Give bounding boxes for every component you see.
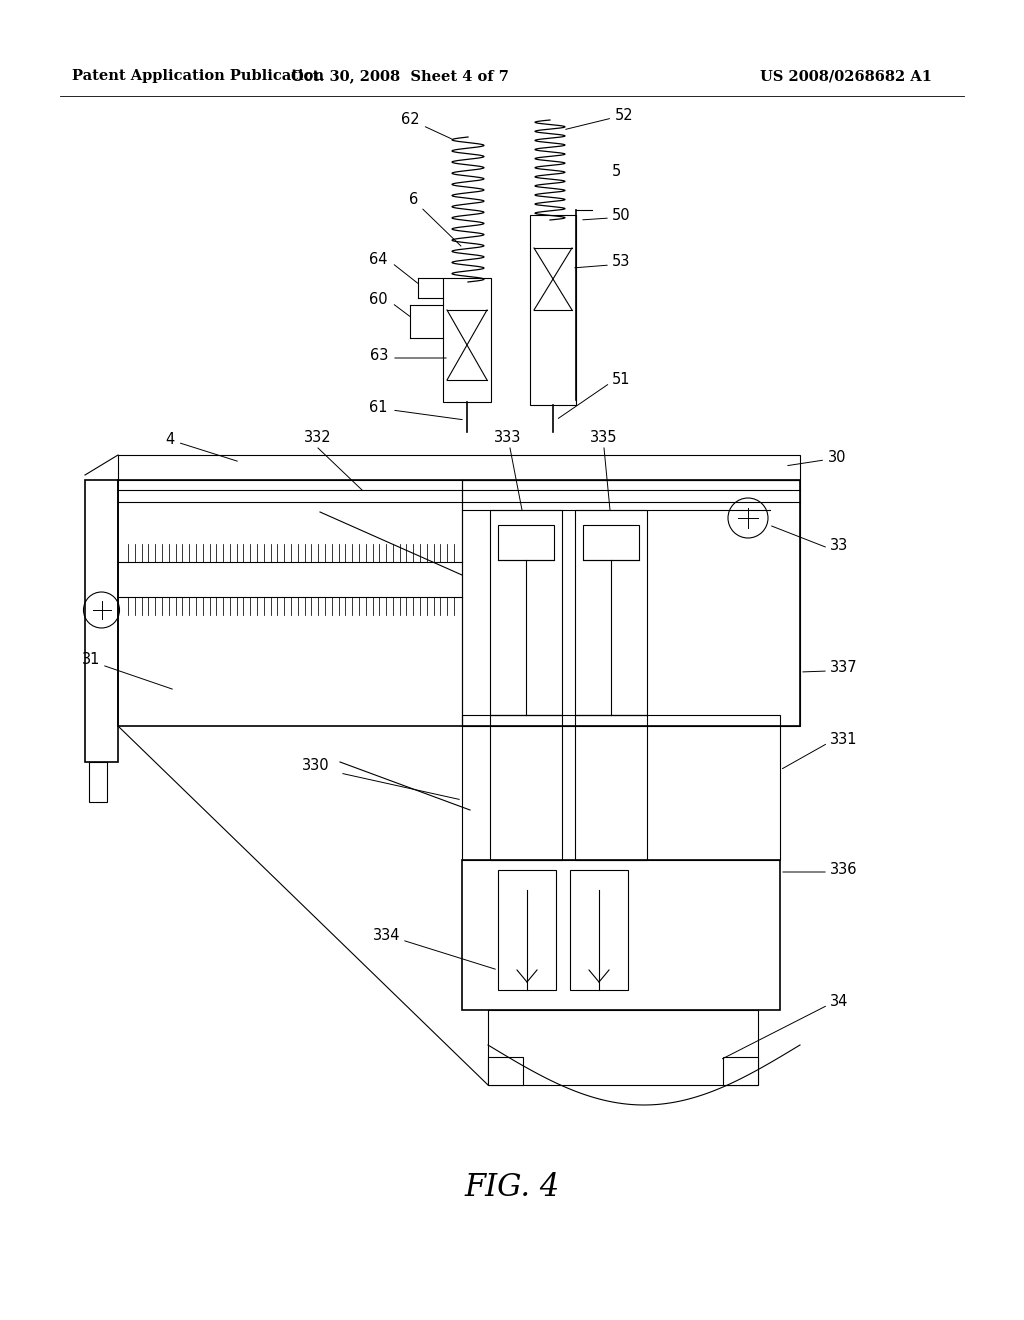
Bar xyxy=(570,870,628,990)
Bar xyxy=(443,279,490,403)
Bar xyxy=(490,715,562,861)
Bar xyxy=(118,455,800,480)
Text: 334: 334 xyxy=(373,928,400,944)
Text: 33: 33 xyxy=(830,537,848,553)
Text: FIG. 4: FIG. 4 xyxy=(464,1172,560,1204)
Text: 333: 333 xyxy=(495,429,521,445)
Bar xyxy=(85,480,118,762)
Text: US 2008/0268682 A1: US 2008/0268682 A1 xyxy=(760,69,932,83)
Bar xyxy=(462,480,800,726)
Bar xyxy=(490,510,562,715)
Text: 50: 50 xyxy=(612,207,631,223)
Text: 336: 336 xyxy=(830,862,857,878)
Text: 62: 62 xyxy=(401,112,452,139)
Text: Patent Application Publication: Patent Application Publication xyxy=(72,69,324,83)
Text: 52: 52 xyxy=(565,107,634,129)
Text: 53: 53 xyxy=(612,255,631,269)
Bar xyxy=(575,510,647,715)
Text: 34: 34 xyxy=(830,994,848,1010)
Bar xyxy=(498,870,556,990)
Text: 330: 330 xyxy=(302,759,330,774)
Text: 63: 63 xyxy=(370,347,388,363)
Text: 61: 61 xyxy=(370,400,388,416)
Bar xyxy=(488,1057,523,1085)
Text: 332: 332 xyxy=(304,429,332,445)
Text: 64: 64 xyxy=(370,252,388,268)
Bar xyxy=(462,861,780,1010)
Text: 4: 4 xyxy=(166,433,238,461)
Bar xyxy=(462,715,780,861)
Text: 31: 31 xyxy=(82,652,100,668)
Text: 51: 51 xyxy=(612,372,631,388)
Bar xyxy=(498,525,554,560)
Bar xyxy=(723,1057,758,1085)
Bar xyxy=(583,525,639,560)
Text: 331: 331 xyxy=(830,733,857,747)
Bar xyxy=(575,715,647,861)
Bar xyxy=(488,1010,758,1085)
Bar xyxy=(89,762,106,803)
Text: 6: 6 xyxy=(409,193,461,246)
Text: 60: 60 xyxy=(370,293,388,308)
Text: 337: 337 xyxy=(830,660,858,676)
Text: 30: 30 xyxy=(787,450,847,466)
Text: 335: 335 xyxy=(590,429,617,445)
Text: Oct. 30, 2008  Sheet 4 of 7: Oct. 30, 2008 Sheet 4 of 7 xyxy=(291,69,509,83)
Bar xyxy=(118,480,800,726)
Bar xyxy=(530,215,575,405)
Text: 5: 5 xyxy=(612,165,622,180)
